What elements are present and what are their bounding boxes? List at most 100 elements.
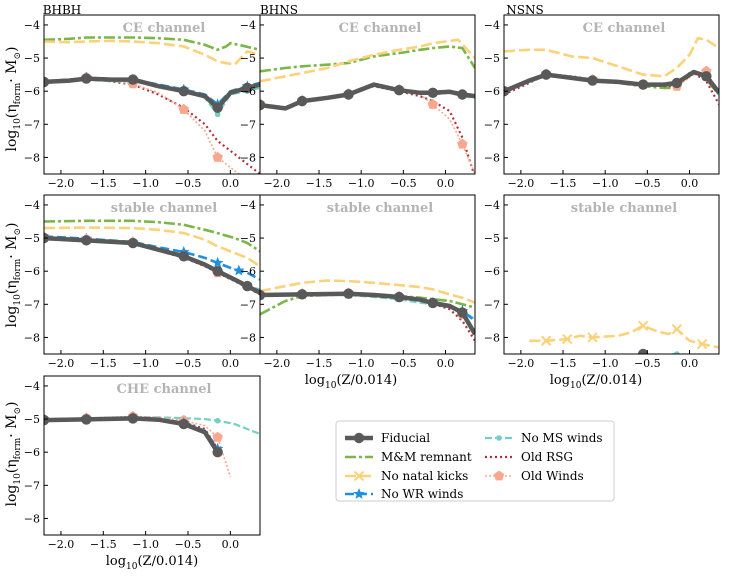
series-group [504, 36, 719, 105]
x-tick-label: −1.0 [348, 357, 375, 370]
y-tick-label: −8 [240, 331, 256, 344]
x-tick-label: −2.0 [48, 177, 75, 190]
panels: CE channel −8 −7 −6 −5 −4 −2.0 −1.5 −1.0 −0.5 0.0 C… [24, 14, 720, 551]
legend-item-no-ms-winds: No MS winds [485, 431, 603, 445]
channel-label: CE channel [123, 21, 206, 36]
panel-background [504, 15, 719, 174]
column-title-bhbh: BHBH [43, 3, 82, 17]
series-group [44, 219, 260, 296]
marker-fiducial [81, 414, 92, 425]
panel-nsns-ce: CE channel −8 −7 −6 −5 −4 −2.0 −1.5 −1.0 −0.5 0.0 [484, 14, 720, 190]
series-fiducial [260, 288, 475, 336]
legend-sample-no-ms-winds [485, 435, 513, 441]
y-tick-label: −6 [484, 85, 500, 98]
marker-fiducial [427, 297, 439, 309]
marker-fiducial [637, 348, 649, 354]
marker-fiducial [296, 289, 308, 300]
y-tick-label: −6 [24, 85, 40, 98]
column-title-nsns: NSNS [506, 3, 543, 17]
legend-label-fiducial: Fiducial [381, 431, 430, 445]
series-noms [672, 351, 682, 354]
panel-frame [503, 194, 720, 355]
x-tick-label: −1.0 [132, 538, 159, 551]
x-tick-label: −2.0 [508, 177, 535, 190]
marker-fiducial [44, 76, 50, 88]
y-tick-label: −8 [24, 331, 40, 344]
x-tick-label: −2.0 [264, 177, 291, 190]
legend-label-mm-remnant: M&M remnant [381, 450, 472, 464]
series-fiducial [260, 82, 475, 111]
x-tick-label: 0.0 [437, 357, 455, 370]
series-nokick [529, 320, 719, 350]
legend-item-no-natal-kicks: No natal kicks [345, 469, 468, 483]
marker-fiducial [540, 69, 552, 80]
x-tick-label: −1.5 [550, 177, 577, 190]
marker-fiducial [81, 235, 92, 246]
marker-fiducial [212, 102, 223, 113]
legend-label-no-ms-winds: No MS winds [521, 431, 603, 445]
x-tick-label: −1.5 [306, 177, 333, 190]
series-nokick [44, 226, 260, 268]
y-tick-label: −4 [484, 19, 500, 32]
marker-nokick [562, 333, 573, 345]
series-group [260, 279, 475, 342]
y-tick-label: −6 [484, 265, 500, 278]
marker-fiducial [178, 85, 189, 97]
channel-label: CHE channel [117, 382, 212, 397]
marker-fiducial [242, 280, 253, 292]
marker-oldwinds [427, 98, 439, 109]
series-mm [260, 45, 475, 73]
y-tick-label: −7 [24, 118, 40, 131]
marker-noms [674, 351, 680, 354]
legend-sample-marker [353, 488, 365, 499]
x-tick-label: 0.0 [222, 538, 240, 551]
series-line-nokick [504, 36, 719, 78]
marker-fiducial [457, 307, 468, 318]
series-fiducial [44, 413, 223, 458]
marker-fiducial [457, 89, 468, 100]
marker-noms [214, 417, 221, 424]
y-tick-label: −5 [240, 232, 256, 245]
y-axis-labels: log10(ηform· M⊙) log10(ηform· M⊙) log10(… [4, 46, 23, 506]
x-tick-label: −1.5 [90, 177, 117, 190]
legend-sample-no-natal-kicks [345, 470, 373, 482]
marker-fiducial [296, 95, 308, 107]
marker-fiducial [44, 414, 50, 426]
legend-item-old-winds: Old Winds [485, 469, 584, 483]
x-tick-label: 0.0 [681, 357, 699, 370]
x-tick-label: −0.5 [634, 177, 661, 190]
channel-label: CE channel [583, 21, 666, 36]
y-tick-label: −5 [24, 413, 40, 426]
marker-nokick [637, 320, 649, 332]
x-tick-label: −0.5 [175, 538, 202, 551]
y-axis-label-row2: log10(ηform· M⊙) [4, 222, 23, 327]
legend-sample-marker [353, 432, 365, 444]
legend-item-fiducial: Fiducial [345, 431, 430, 445]
series-line-nokick [44, 226, 260, 268]
legend-sample-old-winds [485, 470, 513, 481]
legend-item-mm-remnant: M&M remnant [345, 450, 472, 464]
marker-fiducial [127, 237, 139, 249]
y-tick-label: −6 [24, 265, 40, 278]
legend-frame [335, 420, 615, 502]
series-nokick [44, 39, 260, 66]
panel-frame [43, 375, 261, 536]
x-tick-label: −2.0 [264, 357, 291, 370]
panel-bhns-stable: stable channel −8 −7 −6 −5 −4 −2.0 −1.5 −1.0 −0.5… [240, 194, 476, 370]
x-axis-label-nsns: log10(Z/0.014) [550, 373, 643, 391]
marker-noms [214, 111, 221, 118]
series-fiducial [504, 69, 719, 97]
legend-label-no-wr-winds: No WR winds [381, 487, 463, 501]
series-line-fiducial [44, 235, 260, 295]
panel-frame [259, 194, 476, 355]
y-tick-label: −8 [24, 151, 40, 164]
y-axis-label-row1: log10(ηform· M⊙) [4, 46, 23, 151]
y-tick-label: −4 [24, 380, 40, 393]
x-tick-label: −1.0 [132, 177, 159, 190]
marker-fiducial [212, 446, 223, 458]
x-tick-label: −1.5 [90, 538, 117, 551]
legend-sample-fiducial [345, 432, 373, 444]
y-tick-label: −4 [484, 199, 500, 212]
marker-oldwinds [212, 151, 223, 162]
x-tick-label: 0.0 [222, 177, 240, 190]
